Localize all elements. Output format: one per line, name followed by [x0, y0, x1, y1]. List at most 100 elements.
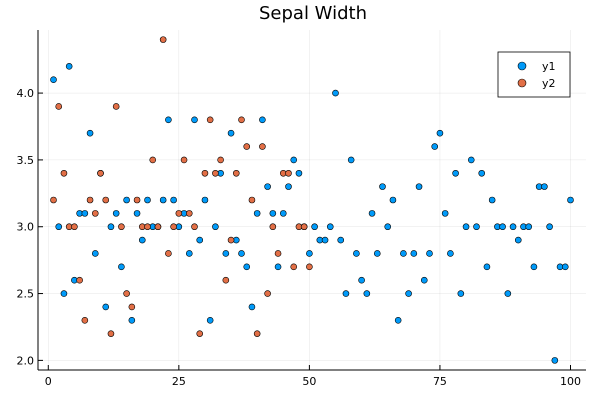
point-y1-10 [102, 303, 110, 311]
legend-box [497, 51, 571, 98]
point-y2-8 [91, 210, 99, 217]
point-y2-7 [86, 196, 94, 204]
point-y1-31 [212, 223, 219, 231]
point-y2-25 [180, 156, 188, 164]
point-y2-23 [170, 223, 177, 231]
point-y1-27 [191, 116, 198, 124]
legend-label-y2: y2 [542, 77, 556, 90]
point-y1-38 [248, 303, 256, 311]
point-y1-91 [525, 223, 533, 231]
point-y2-45 [285, 169, 292, 177]
point-y1-53 [326, 223, 334, 231]
point-y1-34 [227, 129, 235, 137]
point-y1-74 [436, 129, 444, 137]
point-y1-3 [65, 63, 73, 70]
point-y2-42 [269, 223, 277, 231]
point-y2-24 [175, 210, 183, 217]
y-tick-label-1: 2.5 [17, 288, 35, 301]
point-y1-62 [373, 250, 381, 257]
point-y1-46 [290, 156, 298, 164]
point-y1-65 [389, 196, 397, 204]
point-y2-0 [50, 196, 57, 204]
point-y1-7 [86, 129, 94, 137]
point-y2-49 [306, 263, 313, 271]
point-y2-6 [81, 316, 89, 324]
point-y1-82 [478, 169, 486, 177]
x-tick-label-2: 50 [302, 375, 316, 388]
point-y2-12 [112, 103, 120, 110]
point-y2-29 [201, 169, 209, 177]
point-y2-48 [300, 223, 308, 231]
point-y1-61 [368, 210, 376, 217]
point-y2-18 [144, 223, 151, 231]
point-y2-9 [97, 169, 104, 177]
point-y2-43 [274, 250, 282, 257]
point-y2-39 [253, 330, 261, 337]
point-y1-60 [363, 290, 371, 297]
point-y1-69 [410, 250, 418, 257]
point-y1-23 [170, 196, 177, 204]
point-y1-70 [415, 183, 423, 190]
point-y2-28 [196, 330, 204, 337]
point-y1-63 [379, 183, 386, 190]
point-y1-12 [112, 210, 120, 217]
chart-title: Sepal Width [259, 3, 367, 24]
point-y2-36 [238, 116, 245, 124]
point-y1-64 [384, 223, 392, 231]
point-y2-11 [107, 330, 115, 337]
point-y1-40 [259, 116, 266, 124]
point-y2-33 [222, 276, 230, 284]
y-tick-label-3: 3.5 [17, 154, 35, 167]
point-y1-2 [60, 290, 68, 297]
point-y1-47 [295, 169, 303, 177]
point-y2-41 [264, 290, 271, 297]
point-y1-80 [467, 156, 475, 164]
point-y2-4 [71, 223, 78, 231]
point-y1-13 [118, 263, 125, 271]
point-y1-33 [222, 250, 230, 257]
point-y2-26 [185, 210, 193, 217]
point-y1-77 [452, 169, 459, 177]
point-y2-38 [248, 196, 256, 204]
point-y2-14 [123, 290, 130, 297]
point-y2-31 [212, 169, 219, 177]
point-y1-94 [541, 183, 548, 190]
axes [37, 30, 586, 371]
point-y2-22 [165, 250, 172, 257]
point-y2-15 [128, 303, 136, 311]
point-y1-99 [567, 196, 574, 204]
x-tick-label-4: 100 [560, 375, 581, 388]
legend-marker-y2 [517, 78, 527, 88]
point-y1-84 [488, 196, 496, 204]
point-y1-43 [274, 263, 282, 271]
point-y2-46 [290, 263, 298, 271]
point-y2-34 [227, 236, 235, 244]
point-y2-20 [154, 223, 162, 231]
point-y2-10 [102, 196, 110, 204]
x-tick-label-3: 75 [433, 375, 447, 388]
point-y1-11 [107, 223, 115, 231]
point-y1-96 [551, 357, 559, 364]
point-y1-42 [269, 210, 277, 217]
point-y1-8 [91, 250, 99, 257]
point-y1-15 [128, 316, 136, 324]
point-y1-26 [185, 250, 193, 257]
data-points [50, 36, 574, 364]
point-y1-52 [321, 236, 329, 244]
point-y1-45 [285, 183, 292, 190]
point-y1-16 [133, 210, 141, 217]
series-y2 [50, 36, 313, 337]
x-tick-label-1: 25 [172, 375, 186, 388]
point-y1-1 [55, 223, 63, 231]
point-y2-27 [191, 223, 198, 231]
point-y1-75 [441, 210, 449, 217]
point-y1-83 [483, 263, 491, 271]
point-y1-17 [138, 236, 146, 244]
point-y1-67 [400, 250, 407, 257]
tick-labels: 0 25 50 75 100 2.0 2.5 3.0 3.5 4.0 [17, 87, 581, 388]
point-y2-5 [76, 276, 83, 284]
point-y2-1 [55, 103, 63, 110]
point-y2-37 [243, 143, 251, 150]
point-y1-56 [342, 290, 350, 297]
